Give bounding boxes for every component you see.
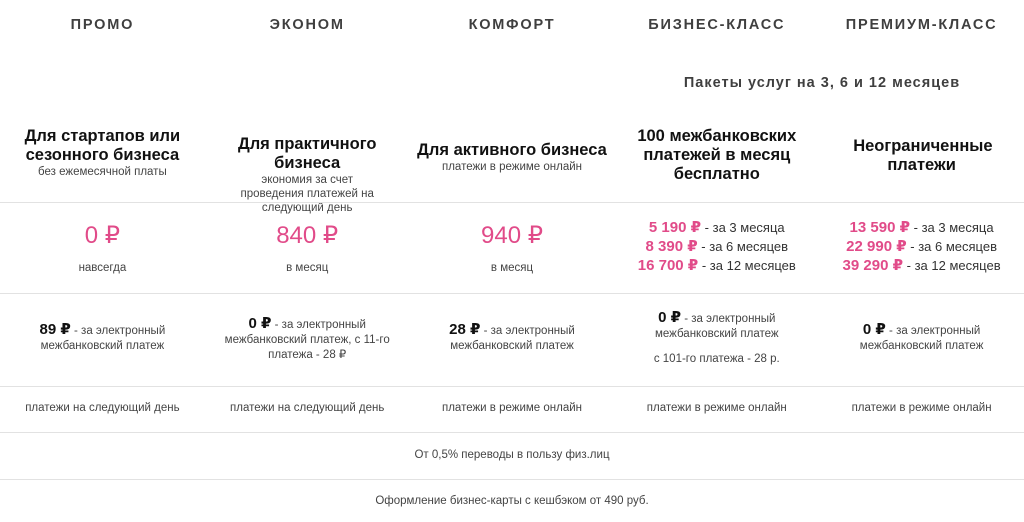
- price-period: в месяц: [286, 262, 329, 274]
- package-period: - за 12 месяцев: [698, 258, 796, 273]
- fee-cell: 0 ₽ - за электронный межбанковский плате…: [205, 310, 410, 363]
- plan-payments: платежи на следующий день платежи на сле…: [0, 402, 1024, 422]
- payments-text: платежи на следующий день: [230, 402, 385, 414]
- price-cell: 0 ₽ навсегда: [0, 218, 205, 274]
- plan-prices: 0 ₽ навсегда 840 ₽ в месяц 940 ₽ в месяц…: [0, 218, 1024, 278]
- package-price: 39 290 ₽ - за 12 месяцев: [819, 256, 1024, 275]
- divider: [0, 202, 1024, 203]
- divider: [0, 386, 1024, 387]
- package-period: - за 3 месяца: [701, 220, 785, 235]
- package-price: 22 990 ₽ - за 6 месяцев: [819, 237, 1024, 256]
- card-note: Оформление бизнес-карты с кешбэком от 49…: [375, 495, 649, 507]
- plan-subtitle: экономия за счет проведения платежей на …: [240, 174, 374, 214]
- plan-title: 100 межбанковских платежей в месяц беспл…: [637, 127, 797, 183]
- package-period: - за 12 месяцев: [903, 258, 1001, 273]
- fee-line: 0 ₽ - за электронный межбанковский плате…: [644, 310, 789, 342]
- package-amount: 22 990 ₽: [846, 238, 907, 255]
- package-amount: 5 190 ₽: [648, 219, 702, 236]
- fee-amount: 0 ₽: [658, 309, 682, 326]
- package-amount: 8 390 ₽: [645, 238, 698, 255]
- package-period: - за 6 месяцев: [697, 239, 789, 254]
- tab-business[interactable]: БИЗНЕС-КЛАСС: [648, 17, 786, 33]
- fee-description: - за электронный межбанковский платеж: [40, 325, 166, 352]
- package-price: 5 190 ₽ - за 3 месяца: [614, 218, 819, 237]
- price-value: 0 ₽: [84, 222, 121, 249]
- plan-title: Для активного бизнеса: [417, 141, 607, 159]
- tab-premium[interactable]: ПРЕМИУМ-КЛАСС: [845, 17, 998, 33]
- fee-cell: 0 ₽ - за электронный межбанковский плате…: [819, 310, 1024, 354]
- payments-text: платежи в режиме онлайн: [851, 402, 992, 414]
- package-amount: 39 290 ₽: [842, 257, 904, 274]
- tab-promo[interactable]: ПРОМО: [70, 17, 135, 33]
- plan-title: Для практичного бизнеса: [237, 135, 377, 172]
- plan-premium-heading: Неограниченные платежи: [819, 127, 1024, 175]
- payments-text: платежи в режиме онлайн: [646, 402, 787, 414]
- package-price: 8 390 ₽ - за 6 месяцев: [614, 237, 819, 256]
- divider: [0, 479, 1024, 480]
- fee-amount: 28 ₽: [449, 321, 481, 338]
- plan-business-heading: 100 межбанковских платежей в месяц беспл…: [614, 127, 819, 184]
- plan-promo-heading: Для стартапов или сезонного бизнеса без …: [0, 127, 205, 179]
- plan-fees: 89 ₽ - за электронный межбанковский плат…: [0, 310, 1024, 380]
- divider: [0, 293, 1024, 294]
- packages-note: Пакеты услуг на 3, 6 и 12 месяцев: [683, 75, 961, 91]
- payments-text: платежи в режиме онлайн: [441, 402, 582, 414]
- price-cell: 5 190 ₽ - за 3 месяца 8 390 ₽ - за 6 мес…: [614, 218, 819, 275]
- fee-description: - за электронный межбанковский платеж: [859, 325, 984, 352]
- fee-cell: 28 ₽ - за электронный межбанковский плат…: [410, 310, 615, 354]
- fee-cell: 0 ₽ - за электронный межбанковский плате…: [614, 310, 819, 367]
- package-price: 13 590 ₽ - за 3 месяца: [819, 218, 1024, 237]
- plan-subtitle: платежи в режиме онлайн: [441, 161, 582, 173]
- fee-description: - за электронный межбанковский платеж: [450, 325, 575, 352]
- package-amount: 16 700 ₽: [637, 257, 699, 274]
- package-price: 16 700 ₽ - за 12 месяцев: [614, 256, 819, 275]
- price-period: в месяц: [490, 262, 534, 274]
- fee-amount: 0 ₽: [248, 315, 272, 332]
- price-cell: 940 ₽ в месяц: [410, 218, 615, 274]
- payments-text: платежи на следующий день: [25, 402, 180, 414]
- fee-amount: 89 ₽: [39, 321, 71, 338]
- plan-comfort-heading: Для активного бизнеса платежи в режиме о…: [410, 127, 615, 174]
- fee-amount: 0 ₽: [862, 321, 886, 338]
- price-cell: 840 ₽ в месяц: [205, 218, 410, 274]
- transfers-note: От 0,5% переводы в пользу физ.лиц: [414, 449, 610, 461]
- price-value: 940 ₽: [481, 222, 543, 249]
- plan-title: Неограниченные платежи: [853, 137, 993, 174]
- price-period: навсегда: [78, 262, 127, 274]
- price-value: 840 ₽: [276, 222, 339, 249]
- tariff-tabs: ПРОМО ЭКОНОМ КОМФОРТ БИЗНЕС-КЛАСС ПРЕМИУ…: [0, 17, 1024, 37]
- package-amount: 13 590 ₽: [849, 219, 911, 236]
- price-cell: 13 590 ₽ - за 3 месяца 22 990 ₽ - за 6 м…: [819, 218, 1024, 275]
- plan-econom-heading: Для практичного бизнеса экономия за счет…: [205, 127, 410, 215]
- package-period: - за 3 месяца: [910, 220, 994, 235]
- divider: [0, 432, 1024, 433]
- tab-comfort[interactable]: КОМФОРТ: [468, 17, 556, 33]
- fee-description: - за электронный межбанковский платеж: [654, 313, 779, 340]
- plan-subtitle: без ежемесячной платы: [38, 166, 167, 178]
- package-period: - за 6 месяцев: [906, 239, 997, 254]
- plan-titles: Для стартапов или сезонного бизнеса без …: [0, 127, 1024, 214]
- fee-cell: 89 ₽ - за электронный межбанковский плат…: [0, 310, 205, 354]
- fee-description: - за электронный межбанковский платеж, с…: [224, 319, 390, 361]
- tab-econom[interactable]: ЭКОНОМ: [269, 17, 345, 33]
- fee-extra: с 101-го платежа - 28 р.: [653, 353, 780, 365]
- plan-title: Для стартапов или сезонного бизнеса: [24, 127, 181, 164]
